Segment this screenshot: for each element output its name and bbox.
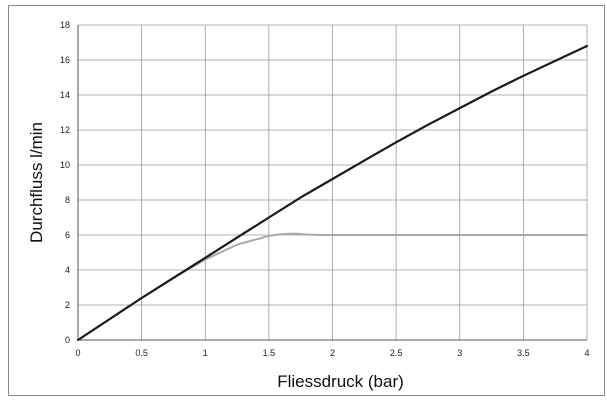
x-tick-labels: 0 0.5 1 1.5 2 2.5 3 3.5 4 — [75, 348, 589, 358]
x-tick-label: 4 — [584, 348, 589, 358]
x-axis-label: Fliessdruck (bar) — [277, 372, 404, 391]
x-tick-label: 0 — [75, 348, 80, 358]
x-tick-label: 0.5 — [135, 348, 148, 358]
y-tick-label: 2 — [65, 300, 70, 310]
series-group — [76, 44, 589, 342]
x-tick-label: 3 — [457, 348, 462, 358]
y-tick-label: 16 — [60, 55, 70, 65]
y-tick-label: 18 — [60, 20, 70, 30]
grid — [78, 24, 588, 340]
axes — [77, 25, 587, 341]
x-tick-label: 1.5 — [263, 348, 276, 358]
y-tick-label: 12 — [60, 125, 70, 135]
x-tick-label: 3.5 — [517, 348, 530, 358]
y-tick-label: 6 — [65, 230, 70, 240]
series-line-2 — [76, 44, 589, 342]
y-tick-label: 8 — [65, 195, 70, 205]
x-tick-label: 2.5 — [390, 348, 403, 358]
x-tick-label: 2 — [330, 348, 335, 358]
y-tick-label: 10 — [60, 160, 70, 170]
x-tick-label: 1 — [203, 348, 208, 358]
y-tick-labels: 0 2 4 6 8 10 12 14 16 18 — [60, 20, 70, 345]
y-axis-label: Durchfluss l/min — [27, 122, 46, 243]
chart-frame — [8, 5, 605, 396]
y-tick-label: 0 — [65, 335, 70, 345]
y-tick-label: 14 — [60, 90, 70, 100]
y-tick-label: 4 — [65, 265, 70, 275]
